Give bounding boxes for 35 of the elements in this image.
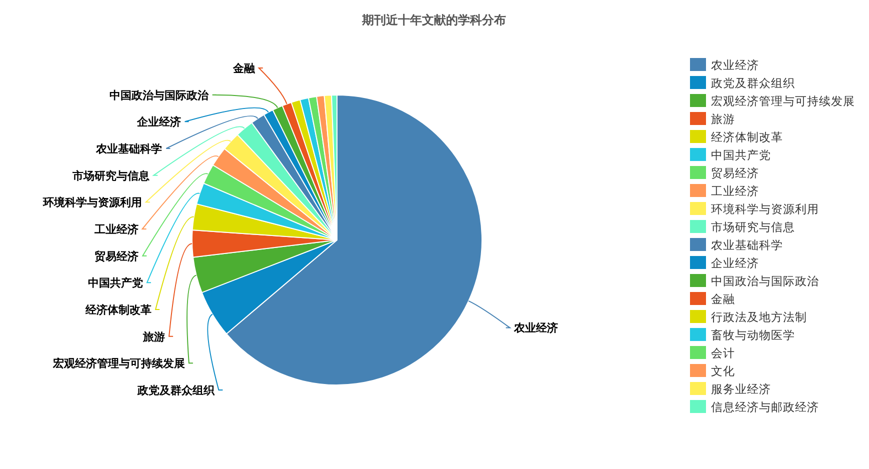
- legend-label: 企业经济: [711, 256, 759, 270]
- slice-label: 金融: [232, 62, 256, 75]
- legend-label: 环境科学与资源利用: [711, 202, 819, 216]
- slice-label: 市场研究与信息: [72, 169, 151, 182]
- legend-label: 旅游: [711, 112, 735, 126]
- slice-label: 旅游: [142, 330, 166, 344]
- legend-label: 信息经济与邮政经济: [711, 400, 819, 414]
- legend-label: 贸易经济: [711, 166, 759, 180]
- legend-label: 文化: [711, 364, 735, 378]
- slice-label: 农业基础科学: [95, 142, 162, 156]
- legend-label: 工业经济: [711, 184, 759, 198]
- legend-label: 行政法及地方法制: [711, 310, 807, 324]
- slice-label: 政党及群众组织: [136, 384, 216, 397]
- legend-label: 金融: [711, 292, 735, 306]
- slice-label: 中国共产党: [88, 276, 143, 290]
- legend-label: 宏观经济管理与可持续发展: [711, 94, 855, 108]
- legend-label: 畜牧与动物医学: [711, 328, 795, 342]
- slice-label: 农业经济: [512, 322, 558, 335]
- legend-label: 经济体制改革: [711, 130, 783, 144]
- legend-label: 服务业经济: [711, 382, 771, 396]
- chart-title: 期刊近十年文献的学科分布: [361, 13, 506, 27]
- slice-label: 经济体制改革: [84, 304, 152, 316]
- legend-label: 市场研究与信息: [711, 220, 795, 234]
- slice-label: 环境科学与资源利用: [42, 196, 142, 210]
- slice-label: 企业经济: [136, 116, 181, 129]
- slice-label: 贸易经济: [94, 250, 139, 263]
- slice-label: 宏观经济管理与可持续发展: [52, 357, 185, 370]
- slice-label: 工业经济: [93, 223, 138, 236]
- legend-label: 中国政治与国际政治: [711, 274, 819, 288]
- legend-label: 政党及群众组织: [711, 76, 795, 90]
- slice-label: 中国政治与国际政治: [109, 88, 210, 102]
- legend-label: 农业基础科学: [711, 238, 783, 252]
- legend-label: 中国共产党: [711, 148, 771, 162]
- legend-label: 会计: [711, 346, 735, 360]
- legend-label: 农业经济: [711, 58, 759, 72]
